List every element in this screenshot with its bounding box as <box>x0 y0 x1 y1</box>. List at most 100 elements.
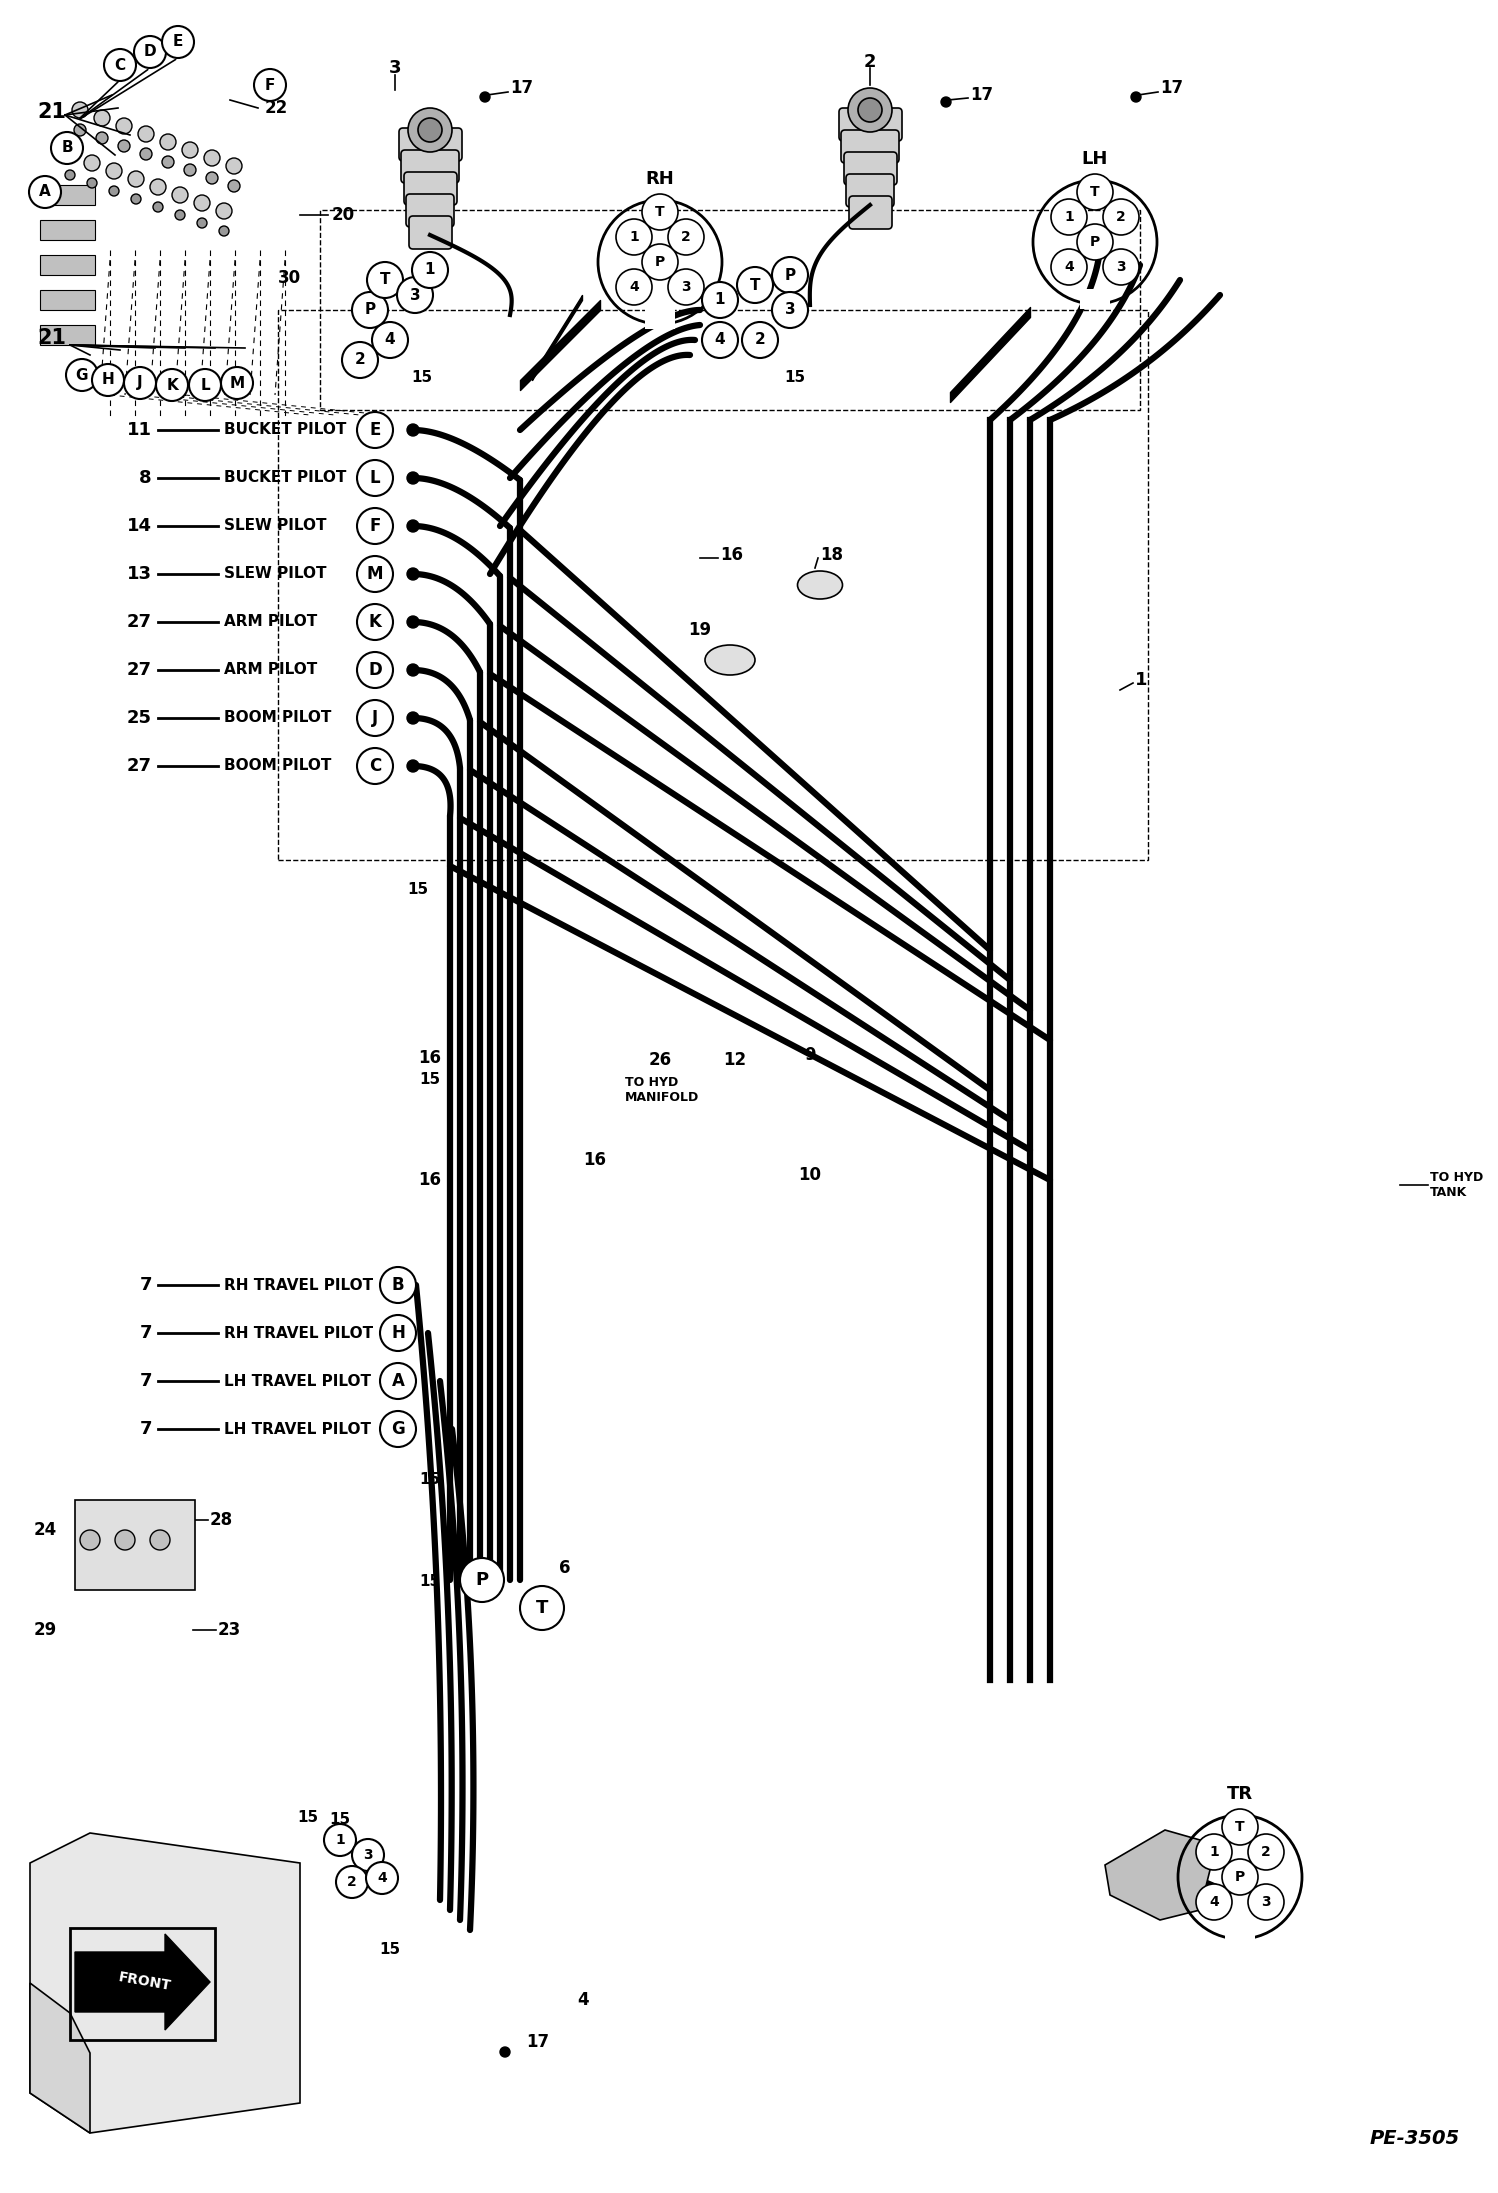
Circle shape <box>160 134 175 149</box>
Text: 4: 4 <box>577 1991 589 2009</box>
Ellipse shape <box>706 645 755 675</box>
Text: T: T <box>380 272 391 287</box>
Circle shape <box>668 270 704 305</box>
Circle shape <box>64 171 75 180</box>
Text: 15: 15 <box>412 371 433 386</box>
Text: 17: 17 <box>526 2033 550 2050</box>
Text: P: P <box>364 303 376 318</box>
Text: 4: 4 <box>377 1871 386 1886</box>
Circle shape <box>380 1410 416 1447</box>
Circle shape <box>72 103 88 118</box>
Text: TO HYD
TANK: TO HYD TANK <box>1431 1171 1483 1200</box>
Circle shape <box>61 147 78 162</box>
Text: 4: 4 <box>385 333 395 346</box>
Circle shape <box>407 713 419 724</box>
Text: 16: 16 <box>584 1151 607 1169</box>
Text: 7: 7 <box>139 1325 151 1342</box>
Text: 2: 2 <box>1116 211 1126 224</box>
Circle shape <box>372 322 407 357</box>
Circle shape <box>184 164 196 175</box>
FancyBboxPatch shape <box>843 151 897 184</box>
Text: 17: 17 <box>1159 79 1183 96</box>
Text: 7: 7 <box>139 1373 151 1390</box>
Text: E: E <box>370 421 380 439</box>
Circle shape <box>115 1531 135 1550</box>
Text: 15: 15 <box>419 1072 440 1088</box>
Circle shape <box>66 360 97 390</box>
Text: LH: LH <box>1082 149 1109 169</box>
Text: ARM PILOT: ARM PILOT <box>225 614 318 629</box>
Text: L: L <box>370 469 380 487</box>
Text: PE-3505: PE-3505 <box>1369 2129 1461 2147</box>
Text: SLEW PILOT: SLEW PILOT <box>225 566 327 581</box>
FancyBboxPatch shape <box>40 289 94 309</box>
Text: 1: 1 <box>629 230 638 243</box>
Circle shape <box>357 412 392 447</box>
Circle shape <box>228 180 240 193</box>
Circle shape <box>737 268 773 303</box>
Text: 3: 3 <box>682 281 691 294</box>
Text: LH TRAVEL PILOT: LH TRAVEL PILOT <box>225 1373 372 1388</box>
Circle shape <box>380 1364 416 1399</box>
Circle shape <box>153 202 163 213</box>
Text: 1: 1 <box>425 263 436 279</box>
Circle shape <box>1077 173 1113 211</box>
Text: 4: 4 <box>1209 1895 1219 1908</box>
Text: 2: 2 <box>1261 1844 1270 1860</box>
Circle shape <box>407 423 419 436</box>
Circle shape <box>500 2046 509 2057</box>
Text: G: G <box>76 368 88 382</box>
Text: 21: 21 <box>37 103 66 123</box>
Circle shape <box>1248 1884 1284 1921</box>
Circle shape <box>643 193 679 230</box>
Text: 20: 20 <box>333 206 355 224</box>
Circle shape <box>616 270 652 305</box>
Circle shape <box>118 140 130 151</box>
Text: 15: 15 <box>419 1472 440 1487</box>
FancyBboxPatch shape <box>839 107 902 140</box>
Polygon shape <box>30 1833 300 2134</box>
Text: K: K <box>369 614 382 632</box>
Circle shape <box>1222 1860 1258 1895</box>
Circle shape <box>139 147 151 160</box>
Circle shape <box>1131 92 1141 103</box>
Text: T: T <box>750 279 761 292</box>
Circle shape <box>1195 1884 1231 1921</box>
Text: 27: 27 <box>127 757 151 774</box>
FancyBboxPatch shape <box>406 193 454 228</box>
Circle shape <box>96 132 108 145</box>
Circle shape <box>357 557 392 592</box>
Text: 1: 1 <box>1064 211 1074 224</box>
Text: A: A <box>39 184 51 200</box>
Circle shape <box>91 364 124 397</box>
Circle shape <box>130 193 141 204</box>
Text: 19: 19 <box>689 621 712 638</box>
Circle shape <box>616 219 652 254</box>
FancyBboxPatch shape <box>401 149 458 182</box>
Circle shape <box>366 1862 398 1895</box>
Circle shape <box>407 664 419 675</box>
Circle shape <box>219 226 229 237</box>
Text: 3: 3 <box>363 1849 373 1862</box>
Text: 1: 1 <box>1209 1844 1219 1860</box>
Text: 10: 10 <box>798 1167 821 1184</box>
Circle shape <box>342 342 377 377</box>
Circle shape <box>115 118 132 134</box>
Circle shape <box>771 257 807 294</box>
Circle shape <box>150 180 166 195</box>
Text: 15: 15 <box>407 882 428 897</box>
Text: 1: 1 <box>336 1833 345 1847</box>
Text: 12: 12 <box>724 1050 746 1068</box>
FancyBboxPatch shape <box>40 184 94 204</box>
Circle shape <box>418 118 442 143</box>
Text: TR: TR <box>1227 1785 1252 1803</box>
Text: B: B <box>61 140 73 156</box>
Circle shape <box>84 156 100 171</box>
Text: P: P <box>1091 235 1100 250</box>
Circle shape <box>668 219 704 254</box>
Text: BOOM PILOT: BOOM PILOT <box>225 759 331 774</box>
Text: 4: 4 <box>715 333 725 346</box>
Circle shape <box>407 107 452 151</box>
Circle shape <box>1052 200 1088 235</box>
Circle shape <box>357 748 392 785</box>
